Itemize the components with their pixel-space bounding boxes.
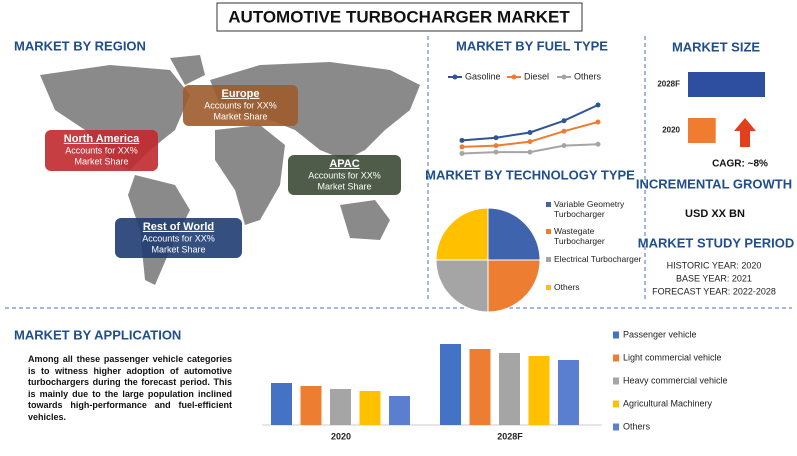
point	[493, 149, 499, 155]
period-line: BASE YEAR: 2021	[676, 273, 752, 283]
legend-label: Others	[623, 421, 651, 431]
section-title: MARKET STUDY PERIOD	[638, 235, 795, 250]
bar	[300, 386, 322, 425]
bar-label: 2028F	[657, 80, 680, 89]
bar	[359, 391, 381, 425]
series-line	[461, 104, 599, 142]
region-name: North America	[64, 133, 140, 145]
section-title: INCREMENTAL GROWTH	[636, 176, 792, 191]
bar	[688, 118, 716, 143]
legend-swatch	[613, 423, 619, 431]
point	[527, 139, 533, 145]
legend-label: Agricultural Machinery	[623, 398, 713, 408]
legend-swatch	[613, 331, 619, 339]
legend-text-box: Variable Geometry Turbocharger	[554, 199, 625, 219]
bar	[330, 389, 351, 425]
region-text: Accounts for XX%	[204, 100, 277, 110]
point	[595, 119, 601, 125]
region-text: Market Share	[151, 244, 205, 254]
bar	[440, 344, 461, 425]
paragraph: Among all these passenger vehicle catego…	[28, 354, 232, 422]
legend-swatch	[546, 257, 551, 262]
legend-marker	[511, 74, 517, 80]
point	[527, 149, 533, 155]
pie-slice	[435, 207, 489, 261]
point	[493, 143, 499, 149]
bar	[469, 349, 491, 425]
application-note: Among all these passenger vehicle catego…	[28, 354, 232, 422]
x-tick-label: 2028F	[497, 431, 523, 441]
legend-label: Electrical Turbocharger	[554, 254, 642, 264]
period-line: FORECAST YEAR: 2022-2028	[652, 286, 776, 296]
point	[561, 118, 567, 124]
legend-label: Others	[554, 282, 580, 292]
cagr: CAGR: ~8%	[712, 159, 768, 170]
pie-slice	[487, 259, 541, 313]
bar	[389, 396, 410, 425]
growth-arrow	[734, 118, 756, 147]
region-text: Market Share	[213, 111, 267, 121]
region-text: Accounts for XX%	[308, 170, 381, 180]
legend-marker	[452, 74, 458, 80]
region-text: Accounts for XX%	[142, 233, 215, 243]
point	[459, 150, 465, 156]
legend-label: Diesel	[524, 71, 549, 81]
section-title: MARKET BY FUEL TYPE	[456, 38, 608, 53]
point	[595, 141, 601, 147]
legend-text-box: Electrical Turbocharger	[554, 254, 642, 264]
legend-text-box: Others	[554, 282, 580, 292]
legend-label: Gasoline	[465, 71, 501, 81]
legend-label: Passenger vehicle	[623, 329, 697, 339]
legend-label: Variable Geometry Turbocharger	[554, 199, 625, 219]
region-box	[45, 130, 158, 171]
period-line: HISTORIC YEAR: 2020	[667, 260, 762, 270]
point	[459, 144, 465, 150]
title-box	[216, 2, 583, 32]
point	[561, 143, 567, 149]
region-text: Accounts for XX%	[65, 145, 138, 155]
legend-label: Wastegate Turbocharger	[554, 226, 605, 246]
bar	[558, 360, 579, 425]
legend-label: Heavy commercial vehicle	[623, 375, 728, 385]
pie-slice	[435, 259, 489, 313]
legend-label: Light commercial vehicle	[623, 352, 722, 362]
section-title: MARKET SIZE	[672, 39, 760, 54]
point	[561, 128, 567, 134]
growth-value: USD XX BN	[685, 208, 745, 220]
section-title: MARKET BY REGION	[14, 38, 146, 53]
region-box	[183, 85, 298, 126]
legend-swatch	[546, 285, 551, 290]
bar	[528, 356, 550, 425]
x-tick-label: 2020	[331, 431, 351, 441]
legend-text-box: Wastegate Turbocharger	[554, 226, 605, 246]
legend-swatch	[613, 354, 619, 362]
bar	[499, 353, 520, 425]
point	[527, 130, 533, 135]
section-title: MARKET BY TECHNOLOGY TYPE	[425, 167, 635, 182]
region-box	[288, 155, 401, 195]
point	[493, 135, 499, 141]
region-text: Market Share	[317, 181, 371, 191]
region-text: Market Share	[74, 156, 128, 166]
section-title: MARKET BY APPLICATION	[14, 327, 181, 342]
legend-swatch	[546, 202, 551, 207]
point	[595, 102, 601, 108]
legend-label: Others	[574, 71, 602, 81]
bar	[688, 72, 765, 97]
region-name: Rest of World	[143, 221, 214, 233]
legend-swatch	[613, 400, 619, 408]
page-title: AUTOMOTIVE TURBOCHARGER MARKET	[228, 7, 570, 26]
region-name: APAC	[329, 158, 359, 170]
legend-swatch	[613, 377, 619, 385]
pie-slice	[487, 207, 541, 261]
bar-label: 2020	[662, 126, 680, 135]
legend-swatch	[546, 229, 551, 234]
legend-marker	[561, 74, 567, 80]
bar	[271, 383, 292, 425]
point	[459, 137, 465, 143]
region-box	[115, 218, 242, 258]
region-name: Europe	[222, 88, 260, 100]
